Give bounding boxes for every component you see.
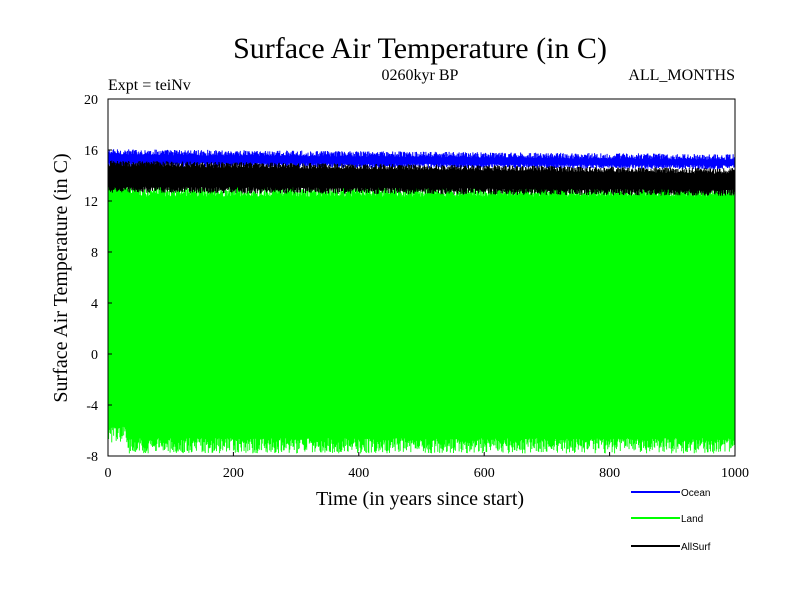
y-tick-label: 0 xyxy=(91,348,98,363)
y-tick-label: -8 xyxy=(86,450,98,465)
legend-label-land: Land xyxy=(681,514,703,525)
x-axis-ticks: 0 200 400 600 800 1000 xyxy=(105,452,749,481)
y-tick-label: 8 xyxy=(91,246,98,261)
legend-label-allsurf: AllSurf xyxy=(681,542,711,553)
experiment-label: Expt = teiNv xyxy=(108,77,191,94)
y-tick-label: 4 xyxy=(91,297,98,312)
series-allsurf xyxy=(107,160,736,196)
plot-frame xyxy=(107,98,736,457)
chart-subtitle: 0260kyr BP xyxy=(382,67,459,84)
y-tick-label: 20 xyxy=(84,93,98,108)
y-axis-ticks: -8 -4 0 4 8 12 16 20 xyxy=(84,93,112,465)
y-axis-label: Surface Air Temperature (in C) xyxy=(50,153,72,402)
legend-label-ocean: Ocean xyxy=(681,488,710,499)
y-tick-label: -4 xyxy=(86,399,98,414)
x-tick-label: 200 xyxy=(223,466,244,481)
series-layer xyxy=(107,149,736,454)
y-tick-label: 12 xyxy=(84,195,98,210)
legend: Ocean Land AllSurf xyxy=(631,488,711,553)
x-tick-label: 1000 xyxy=(721,466,749,481)
chart-title: Surface Air Temperature (in C) xyxy=(233,32,607,65)
x-tick-label: 600 xyxy=(474,466,495,481)
months-label: ALL_MONTHS xyxy=(628,67,735,84)
x-axis-label: Time (in years since start) xyxy=(316,488,524,510)
x-tick-label: 800 xyxy=(599,466,620,481)
x-tick-label: 0 xyxy=(105,466,112,481)
x-tick-label: 400 xyxy=(348,466,369,481)
series-land xyxy=(107,176,736,454)
y-tick-label: 16 xyxy=(84,144,98,159)
